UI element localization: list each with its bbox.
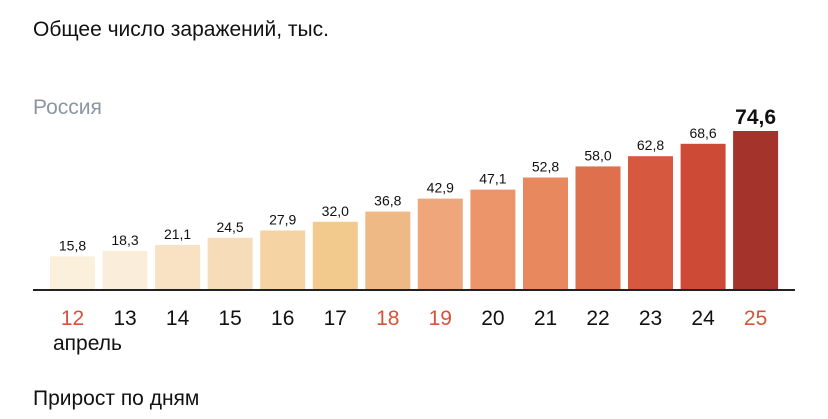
chart-title: Общее число заражений, тыс.	[33, 18, 329, 41]
x-tick-15: 15	[218, 307, 241, 330]
bar-17	[312, 221, 358, 290]
value-label-21: 52,8	[532, 159, 559, 175]
x-tick-16: 16	[271, 307, 294, 330]
value-label-25: 74,6	[735, 106, 776, 129]
value-labels-group: 15,8 18,3 21,1 24,5 27,9 32,0 36,8 42,9 47,1 52,8…	[59, 106, 776, 253]
x-axis-month-label: апрель	[53, 332, 122, 355]
x-tick-13: 13	[113, 307, 136, 330]
x-tick-25: 25	[744, 307, 767, 330]
bar-12	[50, 256, 95, 290]
x-tick-labels-group: 12 13 14 15 16 17 18 19 20 21 22 23 24 25	[61, 307, 767, 330]
value-label-17: 32,0	[322, 203, 349, 219]
x-tick-17: 17	[324, 307, 347, 330]
bars-group	[50, 131, 779, 290]
value-label-13: 18,3	[111, 232, 138, 248]
value-label-20: 47,1	[479, 171, 506, 187]
value-label-24: 68,6	[689, 125, 716, 141]
chart-subtitle: Россия	[33, 96, 102, 119]
value-label-22: 58,0	[584, 147, 611, 163]
value-label-18: 36,8	[374, 193, 401, 209]
x-tick-21: 21	[534, 307, 557, 330]
bar-18	[365, 211, 411, 290]
bar-14	[155, 245, 201, 290]
value-label-12: 15,8	[59, 237, 86, 253]
bar-19	[417, 198, 463, 290]
value-label-14: 21,1	[164, 226, 191, 242]
value-label-23: 62,8	[637, 137, 664, 153]
value-label-19: 42,9	[427, 180, 454, 196]
bar-13	[102, 251, 148, 290]
x-tick-12: 12	[61, 307, 84, 330]
bar-20	[470, 189, 516, 290]
x-tick-23: 23	[639, 307, 662, 330]
bar-21	[523, 177, 568, 290]
bar-23	[628, 156, 673, 290]
bar-15	[207, 237, 253, 290]
x-tick-18: 18	[376, 307, 399, 330]
bar-22	[575, 166, 621, 290]
value-label-16: 27,9	[269, 212, 296, 228]
x-tick-22: 22	[586, 307, 609, 330]
value-label-15: 24,5	[216, 219, 243, 235]
x-tick-19: 19	[429, 307, 452, 330]
section-heading-daily-growth: Прирост по дням	[33, 387, 200, 410]
bar-24	[680, 143, 726, 290]
x-tick-14: 14	[166, 307, 190, 330]
bar-16	[260, 230, 306, 290]
x-tick-24: 24	[691, 307, 715, 330]
bar-chart: 15,8 18,3 21,1 24,5 27,9 32,0 36,8 42,9 47,1 52,8…	[33, 106, 795, 355]
x-tick-20: 20	[481, 307, 504, 330]
bar-25	[733, 131, 779, 290]
